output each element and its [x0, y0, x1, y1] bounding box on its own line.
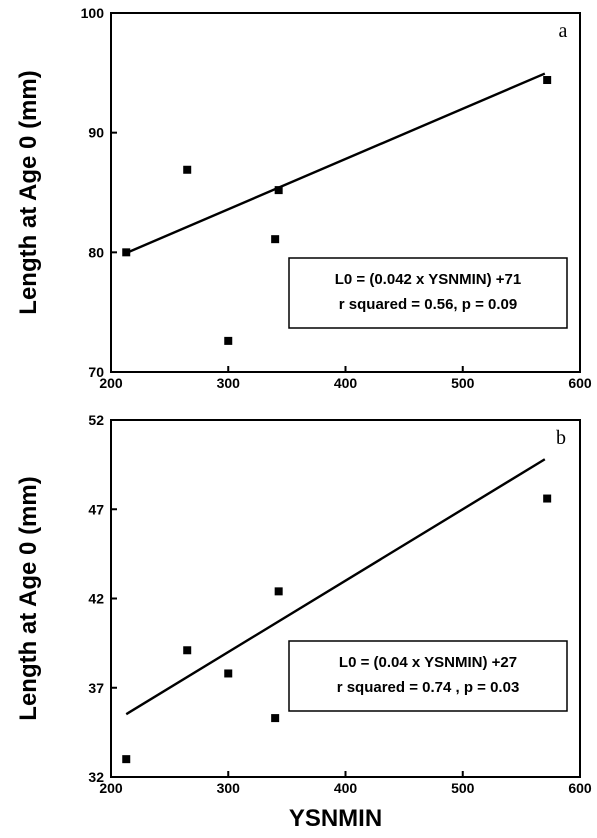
y-tick-label: 47 — [88, 501, 104, 517]
equation-text: L0 = (0.042 x YSNMIN) +71 — [335, 271, 521, 288]
panel-letter: a — [559, 20, 568, 42]
data-point — [274, 587, 283, 596]
y-tick-label: 80 — [88, 244, 104, 260]
y-tick-label: 90 — [88, 125, 104, 141]
y-axis-title: Length at Age 0 (mm) — [15, 70, 42, 314]
x-tick-label: 600 — [568, 375, 592, 391]
x-tick-label: 400 — [334, 780, 358, 796]
panel-a: 200 300 400 500 600 70 80 90 100 Length at Age 0 … — [15, 5, 592, 391]
y-tick-label: 32 — [88, 769, 104, 785]
y-tick-label: 70 — [88, 364, 104, 380]
x-tick-label: 200 — [99, 780, 123, 796]
data-point — [271, 235, 280, 244]
y-tick-label: 37 — [88, 680, 104, 696]
data-point — [224, 336, 233, 345]
x-tick-label: 500 — [451, 375, 475, 391]
data-point — [224, 669, 233, 678]
equation-box — [288, 640, 568, 712]
data-point — [183, 646, 192, 655]
x-tick-label: 300 — [217, 780, 241, 796]
panel-letter: b — [556, 427, 566, 449]
y-tick-label: 52 — [88, 412, 104, 428]
x-tick-label: 300 — [217, 375, 241, 391]
x-axis-title: YSNMIN — [289, 805, 382, 832]
data-point — [543, 494, 552, 503]
equation-text: r squared = 0.56, p = 0.09 — [339, 296, 517, 313]
plot-frame — [110, 419, 581, 778]
x-tick-label: 500 — [451, 780, 475, 796]
x-tick-label: 600 — [568, 780, 592, 796]
equation-text: r squared = 0.74 , p = 0.03 — [337, 679, 520, 696]
equation-text: L0 = (0.04 x YSNMIN) +27 — [339, 654, 517, 671]
data-point — [543, 76, 552, 85]
regression-line — [125, 72, 546, 255]
data-point — [274, 186, 283, 195]
x-tick-label: 400 — [334, 375, 358, 391]
equation-box — [288, 257, 568, 329]
x-tick-label: 200 — [99, 375, 123, 391]
data-point — [122, 248, 131, 257]
regression-line — [125, 458, 546, 716]
data-point — [271, 714, 280, 723]
data-point — [122, 755, 131, 764]
y-tick-label: 42 — [88, 591, 104, 607]
panel-b: 200 300 400 500 600 32 37 42 47 52 Length at Age 0… — [15, 412, 592, 832]
y-axis-title: Length at Age 0 (mm) — [15, 476, 42, 720]
data-point — [183, 165, 192, 174]
y-tick-label: 100 — [81, 5, 105, 21]
